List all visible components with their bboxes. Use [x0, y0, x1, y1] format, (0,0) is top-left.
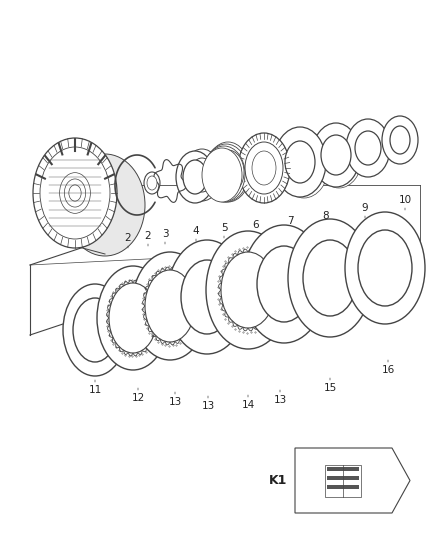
Text: 7: 7: [287, 216, 293, 226]
Ellipse shape: [183, 160, 207, 194]
Ellipse shape: [316, 126, 362, 188]
Ellipse shape: [203, 146, 245, 202]
Ellipse shape: [279, 130, 329, 198]
Ellipse shape: [183, 149, 221, 201]
Ellipse shape: [145, 270, 195, 342]
Ellipse shape: [73, 298, 117, 362]
Ellipse shape: [345, 212, 425, 324]
Text: 6: 6: [253, 220, 259, 230]
Ellipse shape: [109, 283, 157, 353]
Ellipse shape: [206, 231, 290, 349]
Text: 13: 13: [273, 395, 286, 405]
Ellipse shape: [390, 126, 410, 154]
Ellipse shape: [176, 151, 214, 203]
Ellipse shape: [204, 144, 248, 202]
Ellipse shape: [303, 240, 357, 316]
Ellipse shape: [65, 154, 145, 256]
Ellipse shape: [238, 133, 290, 203]
Text: 13: 13: [201, 401, 215, 411]
Ellipse shape: [33, 138, 117, 248]
Text: 2: 2: [145, 231, 151, 241]
Text: 16: 16: [381, 365, 395, 375]
Ellipse shape: [181, 260, 233, 334]
Ellipse shape: [132, 252, 208, 360]
Ellipse shape: [274, 127, 326, 197]
Ellipse shape: [63, 284, 127, 376]
Ellipse shape: [190, 158, 214, 192]
Text: 3: 3: [162, 229, 168, 239]
Text: 9: 9: [362, 203, 368, 213]
Ellipse shape: [321, 135, 351, 175]
Ellipse shape: [285, 141, 315, 183]
Ellipse shape: [346, 119, 390, 177]
Ellipse shape: [167, 240, 247, 354]
Text: 11: 11: [88, 385, 102, 395]
Polygon shape: [295, 448, 410, 513]
Ellipse shape: [245, 142, 283, 194]
Ellipse shape: [252, 151, 276, 185]
Text: 12: 12: [131, 393, 145, 403]
Text: 2: 2: [125, 233, 131, 243]
Ellipse shape: [97, 266, 169, 370]
Ellipse shape: [257, 246, 311, 322]
Text: 10: 10: [399, 195, 412, 205]
Ellipse shape: [60, 173, 90, 213]
Ellipse shape: [358, 230, 412, 306]
Ellipse shape: [40, 147, 110, 239]
Text: 5: 5: [221, 223, 227, 233]
Ellipse shape: [221, 252, 275, 328]
Text: 1: 1: [62, 223, 68, 233]
Ellipse shape: [144, 172, 160, 194]
Ellipse shape: [64, 179, 86, 207]
Ellipse shape: [382, 116, 418, 164]
FancyBboxPatch shape: [327, 466, 359, 471]
Bar: [325, 464, 361, 497]
FancyBboxPatch shape: [327, 484, 359, 489]
FancyBboxPatch shape: [327, 475, 359, 480]
Ellipse shape: [242, 225, 326, 343]
Ellipse shape: [288, 219, 372, 337]
Ellipse shape: [202, 148, 242, 202]
Text: 15: 15: [323, 383, 337, 393]
Ellipse shape: [147, 176, 157, 190]
Ellipse shape: [69, 185, 81, 201]
Text: 13: 13: [168, 397, 182, 407]
Text: 4: 4: [193, 226, 199, 236]
Ellipse shape: [212, 150, 244, 194]
Text: 14: 14: [241, 400, 254, 410]
Ellipse shape: [312, 123, 360, 187]
Text: 8: 8: [323, 211, 329, 221]
Ellipse shape: [355, 131, 381, 165]
Text: K1: K1: [268, 474, 287, 487]
Ellipse shape: [206, 142, 250, 202]
